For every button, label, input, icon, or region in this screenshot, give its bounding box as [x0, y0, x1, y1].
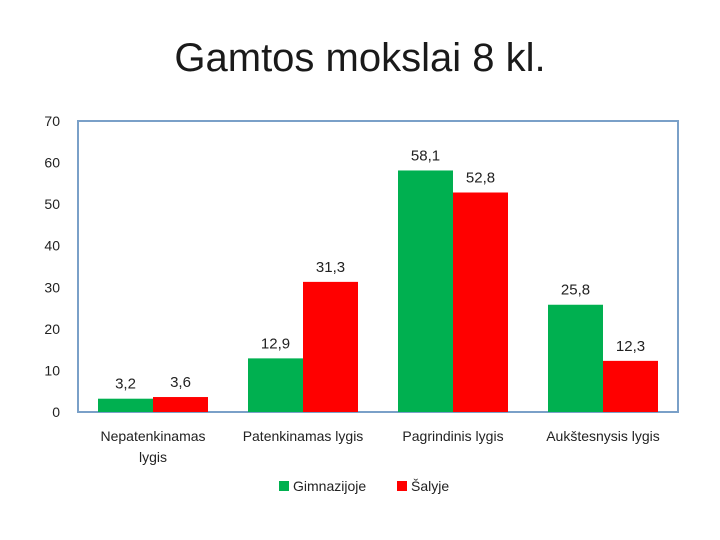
- x-category-label: Aukštesnysis lygis: [546, 428, 660, 444]
- bar-gimnazijoje: [398, 170, 453, 412]
- legend-swatch: [397, 481, 407, 491]
- x-category-label: Nepatenkinamas lygis: [100, 428, 205, 465]
- bar-šalyje: [303, 281, 358, 412]
- bar-šalyje: [453, 192, 508, 412]
- plot-area-border: [77, 120, 679, 413]
- y-tick-label: 0: [52, 404, 60, 420]
- y-tick-label: 30: [44, 279, 60, 295]
- y-tick-label: 70: [44, 113, 60, 129]
- bar-gimnazijoje: [98, 398, 153, 412]
- data-label: 52,8: [466, 170, 495, 187]
- y-tick-label: 10: [44, 362, 60, 378]
- y-tick-label: 40: [44, 238, 60, 254]
- legend-swatch: [279, 481, 289, 491]
- data-label: 3,2: [115, 376, 136, 393]
- data-label: 12,9: [261, 335, 290, 352]
- bar-šalyje: [153, 397, 208, 412]
- data-label: 31,3: [316, 259, 345, 276]
- y-tick-label: 50: [44, 196, 60, 212]
- legend-label: Šalyje: [411, 478, 449, 494]
- x-category-label: Pagrindinis lygis: [402, 428, 503, 444]
- data-label: 12,3: [616, 338, 645, 355]
- chart-title: Gamtos mokslai 8 kl.: [174, 36, 546, 80]
- bar-gimnazijoje: [248, 358, 303, 412]
- legend-label: Gimnazijoje: [293, 478, 366, 494]
- bar-gimnazijoje: [548, 304, 603, 412]
- x-category-label: Patenkinamas lygis: [243, 428, 364, 444]
- bar-šalyje: [603, 360, 658, 412]
- y-tick-label: 60: [44, 155, 60, 171]
- data-label: 3,6: [170, 374, 191, 391]
- y-tick-label: 20: [44, 321, 60, 337]
- data-label: 25,8: [561, 282, 590, 299]
- data-label: 58,1: [411, 147, 440, 164]
